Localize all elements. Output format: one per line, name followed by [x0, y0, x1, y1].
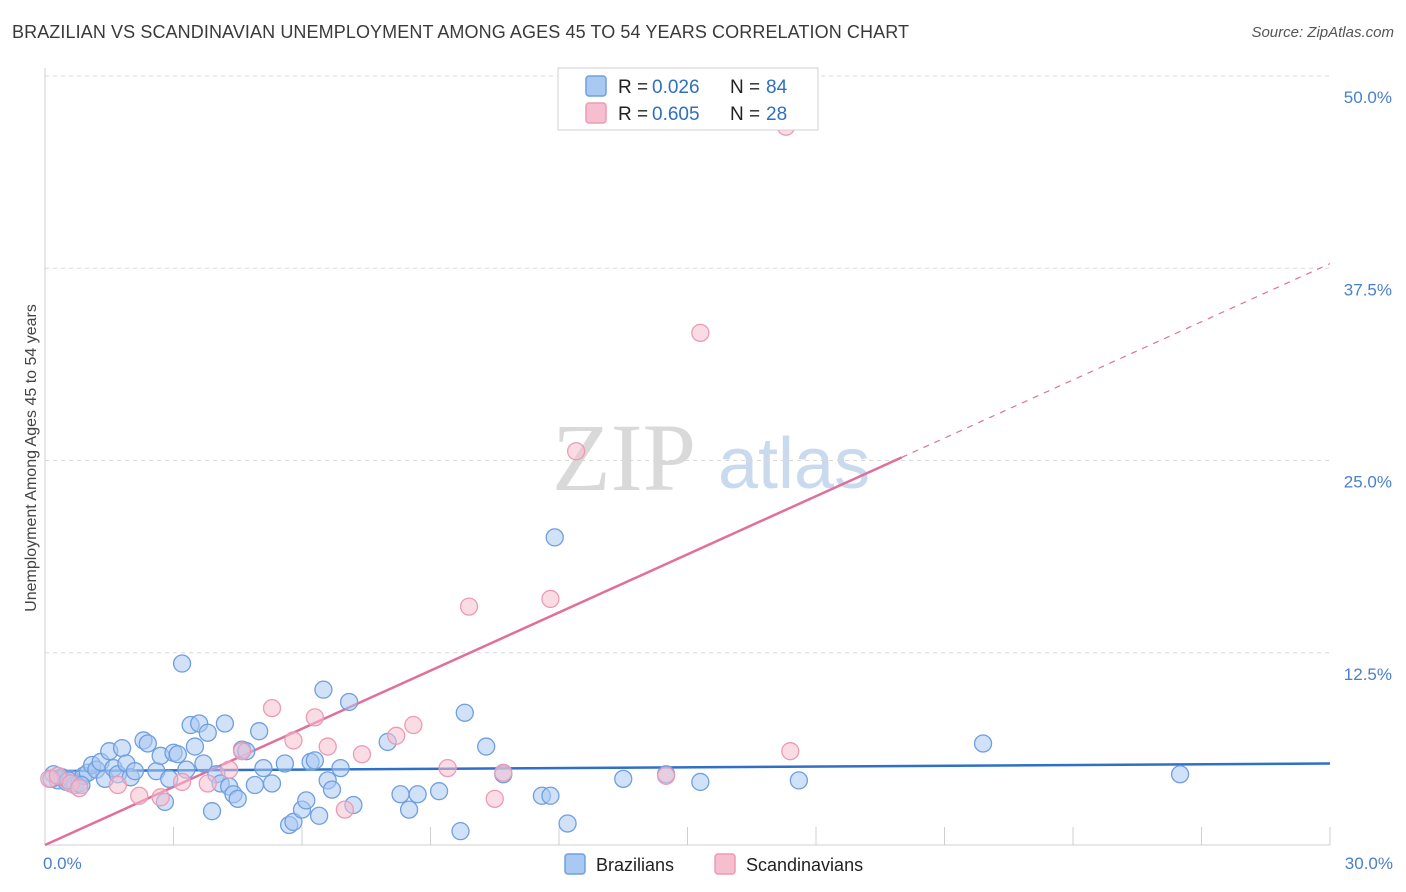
point-scandinavians-9	[220, 760, 239, 779]
point-brazilians-73	[545, 528, 564, 547]
point-brazilians-54	[305, 751, 325, 770]
correlation-legend: R = 0.026 N = 84 R = 0.605 N = 28	[557, 67, 819, 131]
point-scandinavians-13	[305, 708, 325, 727]
axes	[44, 68, 1331, 846]
legend-n-value-brazilians: 84	[766, 77, 788, 98]
point-brazilians-45	[250, 722, 269, 741]
point-scandinavians-11	[262, 698, 282, 718]
point-brazilians-68	[455, 703, 474, 722]
x-tick-label-0: 0.0%	[43, 854, 82, 873]
series-swatch-scandinavians	[714, 853, 736, 875]
point-scandinavians-3	[70, 778, 89, 798]
series-brazilians	[42, 528, 1190, 841]
point-brazilians-34	[198, 723, 217, 742]
legend-r-value-scandinavians: 0.605	[652, 104, 700, 125]
y-tick-label-0: 12.5%	[1344, 665, 1392, 684]
point-scandinavians-18	[404, 715, 423, 735]
point-brazilians-31	[185, 737, 205, 756]
point-brazilians-66	[429, 782, 449, 801]
point-brazilians-75	[614, 769, 633, 789]
point-scandinavians-17	[387, 726, 406, 745]
point-scandinavians-27	[781, 742, 800, 761]
point-scandinavians-7	[172, 772, 192, 792]
series-swatch-brazilians	[564, 853, 586, 875]
point-brazilians-56	[314, 680, 333, 699]
point-brazilians-21	[138, 734, 157, 753]
point-brazilians-74	[558, 814, 577, 833]
point-brazilians-16	[112, 738, 132, 758]
point-brazilians-44	[245, 775, 265, 795]
watermark: ZIP atlas	[552, 404, 870, 511]
point-scandinavians-4	[108, 775, 127, 795]
point-scandinavians-23	[541, 589, 560, 609]
point-brazilians-38	[215, 714, 235, 733]
point-scandinavians-5	[130, 786, 149, 805]
legend-swatch-scandinavians	[585, 102, 607, 124]
point-scandinavians-19	[438, 758, 457, 778]
legend-n-label-brazilians: N =	[730, 77, 760, 98]
legend-r-value-brazilians: 0.026	[652, 77, 700, 98]
point-brazilians-65	[408, 785, 427, 804]
data-points	[40, 117, 1190, 841]
point-brazilians-35	[202, 802, 222, 821]
point-brazilians-41	[228, 789, 247, 809]
x-tick-labels: 0.0% 30.0%	[43, 854, 1393, 873]
point-brazilians-28	[172, 654, 192, 673]
gridlines	[45, 75, 1330, 654]
point-brazilians-78	[789, 771, 809, 790]
point-brazilians-33	[194, 754, 213, 773]
point-brazilians-63	[391, 785, 410, 804]
source-credit: Source: ZipAtlas.com	[1251, 24, 1394, 41]
legend-n-value-scandinavians: 28	[766, 104, 787, 125]
legend-swatch-brazilians	[585, 75, 607, 97]
point-brazilians-47	[262, 774, 282, 793]
point-scandinavians-14	[318, 737, 337, 756]
y-tick-label-3: 50.0%	[1344, 88, 1392, 107]
point-brazilians-52	[297, 791, 316, 810]
point-scandinavians-25	[656, 766, 676, 785]
point-brazilians-64	[399, 800, 419, 819]
point-brazilians-58	[322, 780, 342, 799]
point-brazilians-77	[691, 772, 710, 792]
point-scandinavians-12	[284, 731, 303, 750]
point-scandinavians-21	[485, 789, 504, 809]
legend-r-label-scandinavians: R =	[618, 104, 648, 125]
point-scandinavians-26	[691, 323, 710, 342]
x-tick-label-1: 30.0%	[1345, 854, 1393, 873]
point-brazilians-79	[973, 734, 993, 753]
point-brazilians-59	[331, 758, 350, 778]
point-brazilians-19	[125, 762, 145, 781]
point-scandinavians-15	[335, 800, 354, 819]
legend-n-label-scandinavians: N =	[730, 104, 760, 125]
point-scandinavians-24	[566, 442, 586, 461]
point-scandinavians-20	[459, 597, 479, 616]
point-scandinavians-22	[494, 763, 513, 782]
legend-r-label-brazilians: R =	[618, 77, 648, 98]
point-brazilians-48	[275, 754, 295, 773]
y-tick-labels: 12.5% 25.0% 37.5% 50.0%	[1344, 88, 1392, 684]
point-scandinavians-6	[151, 788, 170, 807]
y-tick-label-2: 37.5%	[1344, 280, 1392, 299]
point-brazilians-67	[451, 822, 470, 841]
y-tick-label-1: 25.0%	[1344, 473, 1392, 492]
chart-title: BRAZILIAN VS SCANDINAVIAN UNEMPLOYMENT A…	[12, 22, 910, 42]
point-brazilians-27	[168, 745, 187, 764]
point-brazilians-72	[541, 786, 560, 805]
point-brazilians-60	[339, 692, 359, 712]
point-brazilians-55	[309, 806, 329, 825]
point-brazilians-46	[254, 758, 273, 778]
y-axis-label: Unemployment Among Ages 45 to 54 years	[23, 304, 40, 612]
point-brazilians-80	[1170, 765, 1190, 784]
point-brazilians-69	[477, 737, 496, 756]
series-scandinavians	[40, 117, 800, 819]
point-scandinavians-8	[198, 774, 217, 793]
watermark-atlas: atlas	[718, 424, 870, 504]
trendline-extension-scandinavians	[901, 263, 1331, 458]
series-label-brazilians: Brazilians	[596, 855, 674, 875]
series-label-scandinavians: Scandinavians	[746, 855, 863, 875]
point-scandinavians-16	[352, 745, 372, 764]
series-legend: Brazilians Scandinavians	[564, 853, 863, 875]
point-scandinavians-10	[232, 742, 252, 761]
